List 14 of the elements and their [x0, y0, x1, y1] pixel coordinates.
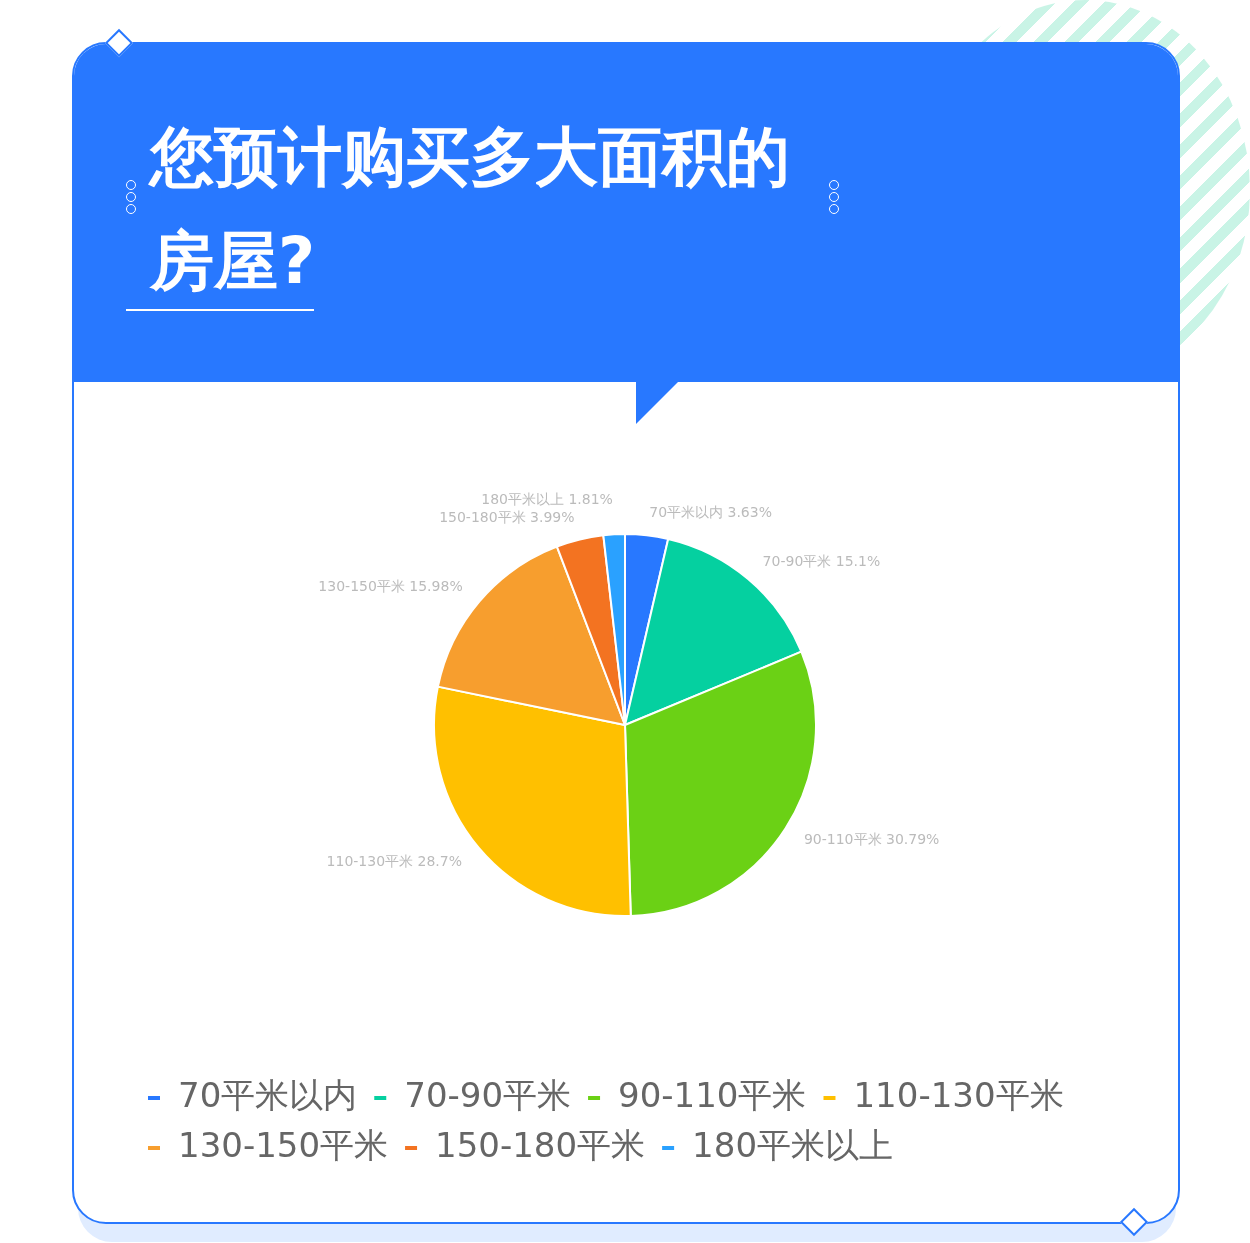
category-label: 90-110平米 30.79% [803, 831, 940, 848]
chart-title: 您预计购买多大面积的房屋? [150, 119, 791, 300]
legend-label: 70-90平米 [404, 1074, 572, 1115]
category-label: 70-90平米 15.1% [762, 553, 881, 570]
legend-label: 110-130平米 [853, 1074, 1064, 1115]
category-label: 150-180平米 3.99% [439, 508, 575, 525]
legend-label: 70平米以内 [178, 1074, 358, 1115]
legend-label: 130-150平米 [178, 1124, 389, 1165]
category-label: 70平米以内 3.63% [649, 504, 772, 521]
legend-label: 180平米以上 [692, 1124, 894, 1165]
legend-label: 150-180平米 [435, 1124, 646, 1165]
category-label: 130-150平米 15.98% [318, 577, 463, 594]
legend-label: 90-110平米 [618, 1074, 807, 1115]
category-label: 110-130平米 28.7% [326, 852, 462, 869]
